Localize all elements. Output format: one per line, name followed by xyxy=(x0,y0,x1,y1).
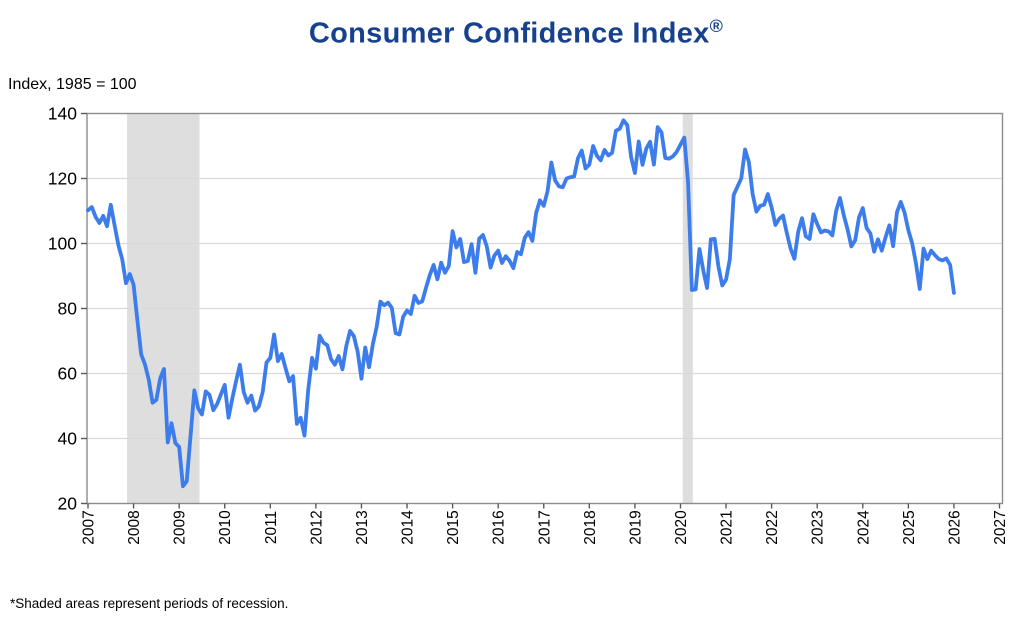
x-tick-label: 2025 xyxy=(901,510,918,544)
y-tick-label: 60 xyxy=(58,364,78,384)
chart-title-text: Consumer Confidence Index xyxy=(308,17,710,50)
registered-trademark-symbol: ® xyxy=(709,16,724,36)
x-tick-label: 2022 xyxy=(764,510,781,544)
y-tick-label: 40 xyxy=(58,429,78,449)
x-tick-label: 2017 xyxy=(536,510,553,544)
x-tick-label: 2015 xyxy=(445,510,462,544)
x-tick-label: 2008 xyxy=(126,510,143,544)
x-tick-label: 2010 xyxy=(217,510,234,545)
x-tick-label: 2024 xyxy=(855,510,872,545)
y-tick-label: 140 xyxy=(48,104,77,124)
cci-line xyxy=(86,118,956,489)
x-tick-label: 2023 xyxy=(810,510,827,544)
x-tick-label: 2009 xyxy=(172,510,189,544)
y-tick-label: 120 xyxy=(48,169,77,189)
y-tick-label: 20 xyxy=(58,494,78,514)
x-tick-label: 2013 xyxy=(354,510,371,544)
x-tick-label: 2027 xyxy=(992,510,1009,544)
x-tick-label: 2026 xyxy=(946,510,963,544)
x-tick-label: 2007 xyxy=(81,510,98,544)
x-tick-label: 2012 xyxy=(308,510,325,544)
x-tick-label: 2020 xyxy=(673,510,690,545)
chart-footnotes: *Shaded areas represent periods of reces… xyxy=(10,564,312,622)
x-tick-label: 2014 xyxy=(400,510,417,545)
y-axis-unit-note: Index, 1985 = 100 xyxy=(8,76,137,93)
chart-title: Consumer Confidence Index® xyxy=(40,16,992,51)
x-tick-label: 2019 xyxy=(627,510,644,544)
x-tick-label: 2021 xyxy=(719,510,736,544)
x-tick-label: 2011 xyxy=(263,511,280,544)
y-tick-label: 80 xyxy=(58,299,78,319)
y-tick-label: 100 xyxy=(48,234,77,254)
footnote-recession: *Shaded areas represent periods of reces… xyxy=(10,596,289,612)
x-tick-label: 2016 xyxy=(491,510,508,544)
x-tick-label: 2018 xyxy=(582,510,599,544)
